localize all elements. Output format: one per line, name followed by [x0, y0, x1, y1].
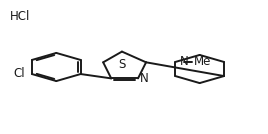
Text: Me: Me — [193, 55, 211, 68]
Text: HCl: HCl — [10, 10, 30, 23]
Text: S: S — [118, 58, 126, 71]
Text: Cl: Cl — [14, 67, 25, 80]
Text: N: N — [140, 72, 149, 85]
Text: N: N — [180, 55, 189, 68]
